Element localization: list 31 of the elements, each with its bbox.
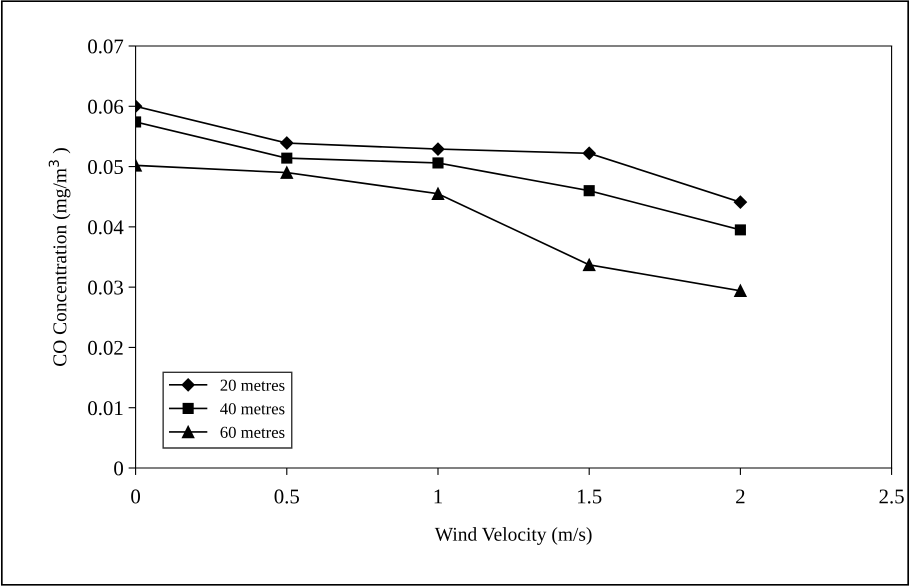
point xyxy=(280,136,294,150)
x-axis-title: Wind Velocity (m/s) xyxy=(434,527,592,545)
x-tick-label: 1 xyxy=(434,490,442,504)
point xyxy=(281,152,292,164)
y-tick-label: 0.06 xyxy=(88,100,124,114)
point xyxy=(280,166,294,179)
point xyxy=(734,196,747,209)
legend-label: 20 metres xyxy=(220,380,284,391)
point xyxy=(432,187,444,200)
point xyxy=(432,157,444,169)
point xyxy=(431,142,445,156)
point xyxy=(584,185,595,196)
y-tick-label: 0.02 xyxy=(88,340,123,355)
x-tick-label: 2.5 xyxy=(879,489,904,504)
y-axis-title: CO Concentration (mg/m$^{3}$ ) xyxy=(48,148,70,366)
point xyxy=(582,258,596,272)
point xyxy=(734,284,747,298)
y-tick-label: 0.03 xyxy=(88,280,123,295)
point xyxy=(734,224,746,236)
y-tick-label: 0.01 xyxy=(88,401,123,416)
point xyxy=(582,146,596,160)
x-tick-label: 2 xyxy=(736,489,744,504)
legend-label: 60 metres xyxy=(220,426,284,438)
y-tick-label: 0.05 xyxy=(88,160,123,174)
y-tick-label: 0 xyxy=(114,461,123,476)
y-tick-label: 0.07 xyxy=(88,39,124,54)
x-tick-label: 1.5 xyxy=(578,490,602,504)
legend-label: 40 metres xyxy=(220,403,284,414)
x-tick-label: 0 xyxy=(131,489,140,504)
y-tick-label: 0.04 xyxy=(88,220,124,234)
x-tick-label: 0.5 xyxy=(274,489,299,504)
